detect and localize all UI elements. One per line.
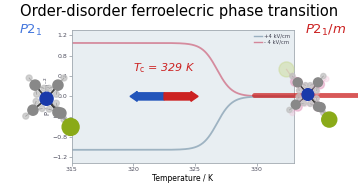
Circle shape	[28, 105, 38, 115]
Circle shape	[308, 83, 313, 88]
Circle shape	[314, 102, 323, 111]
Circle shape	[53, 91, 59, 97]
Circle shape	[290, 74, 295, 79]
Circle shape	[314, 102, 323, 111]
Text: Order-disorder ferroelecric phase transition: Order-disorder ferroelecric phase transi…	[20, 4, 338, 19]
Circle shape	[321, 74, 326, 79]
Circle shape	[287, 107, 292, 113]
Circle shape	[314, 78, 323, 87]
Circle shape	[39, 106, 45, 112]
Y-axis label: P / μC·cm⁻²: P / μC·cm⁻²	[44, 77, 51, 115]
Circle shape	[53, 80, 63, 90]
Circle shape	[296, 88, 302, 93]
Text: $\mathit{P}2_1$: $\mathit{P}2_1$	[19, 23, 42, 38]
Circle shape	[53, 100, 59, 106]
Circle shape	[30, 80, 40, 90]
Circle shape	[290, 110, 295, 115]
Circle shape	[303, 101, 308, 106]
Circle shape	[56, 108, 66, 118]
Circle shape	[314, 96, 319, 101]
Circle shape	[46, 106, 52, 112]
Circle shape	[33, 98, 39, 104]
Circle shape	[296, 94, 301, 99]
Circle shape	[279, 62, 294, 77]
Circle shape	[296, 88, 302, 93]
Circle shape	[308, 101, 313, 106]
Circle shape	[315, 90, 320, 95]
Text: $\mathit{P}2_1/m$: $\mathit{P}2_1/m$	[305, 23, 347, 38]
Circle shape	[303, 83, 308, 88]
Circle shape	[314, 88, 319, 93]
Text: $\mathit{T}_{\rm c}$ = 329 K: $\mathit{T}_{\rm c}$ = 329 K	[133, 61, 195, 75]
Circle shape	[315, 80, 324, 89]
Circle shape	[293, 102, 302, 111]
Circle shape	[322, 112, 337, 127]
Circle shape	[296, 96, 302, 101]
Circle shape	[291, 100, 300, 109]
X-axis label: Temperature / K: Temperature / K	[152, 174, 213, 183]
Circle shape	[62, 119, 79, 135]
Circle shape	[41, 85, 47, 91]
Circle shape	[23, 113, 29, 119]
Circle shape	[293, 78, 302, 87]
Circle shape	[314, 96, 319, 101]
Circle shape	[303, 83, 308, 88]
Circle shape	[324, 76, 329, 82]
Circle shape	[53, 107, 63, 117]
Circle shape	[293, 78, 302, 87]
Circle shape	[302, 89, 314, 100]
Circle shape	[302, 89, 314, 100]
Circle shape	[26, 75, 32, 81]
Circle shape	[290, 74, 295, 79]
Circle shape	[308, 101, 313, 106]
Circle shape	[61, 116, 67, 122]
Circle shape	[301, 101, 306, 106]
Legend: +4 kV/cm, - 4 kV/cm: +4 kV/cm, - 4 kV/cm	[253, 33, 291, 46]
Circle shape	[309, 83, 314, 88]
Circle shape	[321, 110, 326, 115]
Circle shape	[291, 77, 300, 86]
Circle shape	[46, 85, 52, 91]
Circle shape	[40, 92, 53, 105]
Circle shape	[34, 91, 40, 97]
Circle shape	[316, 103, 325, 112]
Circle shape	[321, 110, 326, 115]
Circle shape	[61, 75, 67, 81]
